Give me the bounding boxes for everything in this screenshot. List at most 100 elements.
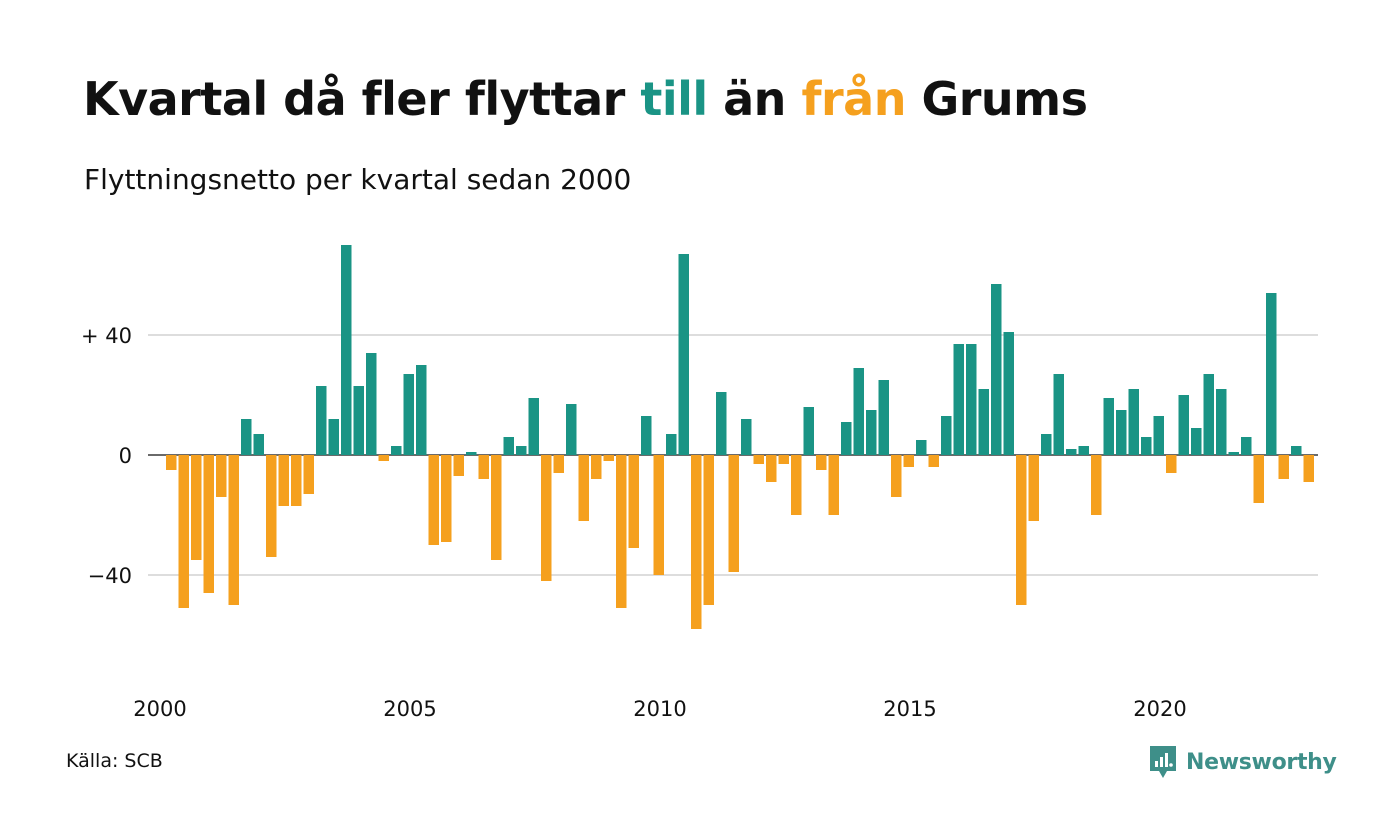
bar-quarter-62 xyxy=(928,455,939,467)
title-positive-word: till xyxy=(640,72,708,126)
bar-quarter-45 xyxy=(716,392,727,455)
bar-quarter-41 xyxy=(666,434,677,455)
bar-quarter-9 xyxy=(266,455,277,557)
bar-quarter-56 xyxy=(853,368,864,455)
bar-quarter-86 xyxy=(1228,452,1239,455)
bar-quarter-2 xyxy=(178,455,189,608)
bar-quarter-58 xyxy=(878,380,889,455)
bar-quarter-63 xyxy=(941,416,952,455)
bar-quarter-47 xyxy=(741,419,752,455)
title-suffix: Grums xyxy=(905,72,1088,126)
bar-quarter-15 xyxy=(341,245,352,455)
brand-name: Newsworthy xyxy=(1186,749,1337,775)
bar-quarter-73 xyxy=(1066,449,1077,455)
bar-quarter-10 xyxy=(278,455,289,506)
bar-quarter-76 xyxy=(1103,398,1114,455)
bar-quarter-11 xyxy=(291,455,302,506)
x-tick-label: 2000 xyxy=(133,697,186,721)
bar-quarter-26 xyxy=(478,455,489,479)
bar-quarter-78 xyxy=(1128,389,1139,455)
bar-quarter-35 xyxy=(591,455,602,479)
x-tick-label: 2020 xyxy=(1133,697,1186,721)
axes: + 40 0 −40 2000 2005 2010 2015 2020 xyxy=(81,324,1187,721)
bar-quarter-16 xyxy=(353,386,364,455)
bar-quarter-36 xyxy=(603,455,614,461)
bar-quarter-52 xyxy=(803,407,814,455)
bar-quarter-53 xyxy=(816,455,827,470)
bar-chart: + 40 0 −40 2000 2005 2010 2015 2020 xyxy=(81,245,1318,721)
y-tick-label: 0 xyxy=(119,444,132,468)
brand-logo: Newsworthy xyxy=(1148,744,1337,780)
bar-quarter-70 xyxy=(1028,455,1039,521)
bar-quarter-27 xyxy=(491,455,502,560)
bar-quarter-83 xyxy=(1191,428,1202,455)
bar-quarter-46 xyxy=(728,455,739,572)
bar-quarter-40 xyxy=(653,455,664,575)
bar-quarter-31 xyxy=(541,455,552,581)
bar-quarter-55 xyxy=(841,422,852,455)
bar-quarter-23 xyxy=(441,455,452,542)
x-tick-label: 2005 xyxy=(383,697,436,721)
bar-quarter-24 xyxy=(453,455,464,476)
bar-quarter-4 xyxy=(203,455,214,593)
bar-quarter-88 xyxy=(1253,455,1264,503)
bar-quarter-50 xyxy=(778,455,789,464)
bar-quarter-38 xyxy=(628,455,639,548)
bar-quarter-74 xyxy=(1078,446,1089,455)
y-tick-label: −40 xyxy=(88,564,132,588)
bar-quarter-66 xyxy=(978,389,989,455)
bar-quarter-14 xyxy=(328,419,339,455)
bar-quarter-43 xyxy=(691,455,702,629)
bar-quarter-12 xyxy=(303,455,314,494)
bar-quarter-72 xyxy=(1053,374,1064,455)
source-note: Källa: SCB xyxy=(66,750,163,772)
bar-quarter-48 xyxy=(753,455,764,464)
bar-quarter-25 xyxy=(466,452,477,455)
chart-title: Kvartal då fler flyttar till än från Gru… xyxy=(83,72,1088,126)
title-prefix: Kvartal då fler flyttar xyxy=(83,72,641,126)
bar-quarter-49 xyxy=(766,455,777,482)
bar-quarter-7 xyxy=(241,419,252,455)
bar-quarter-22 xyxy=(428,455,439,545)
bar-quarter-39 xyxy=(641,416,652,455)
bar-quarter-90 xyxy=(1278,455,1289,479)
bar-quarter-3 xyxy=(191,455,202,560)
bar-quarter-85 xyxy=(1216,389,1227,455)
bar-quarter-80 xyxy=(1153,416,1164,455)
bar-quarter-17 xyxy=(366,353,377,455)
bar-quarter-91 xyxy=(1291,446,1302,455)
bar-quarter-57 xyxy=(866,410,877,455)
bar-quarter-29 xyxy=(516,446,527,455)
bar-quarter-21 xyxy=(416,365,427,455)
bar-quarter-5 xyxy=(216,455,227,497)
bar-quarter-65 xyxy=(966,344,977,455)
bar-quarter-81 xyxy=(1166,455,1177,473)
bar-quarter-54 xyxy=(828,455,839,515)
bar-quarter-42 xyxy=(678,254,689,455)
bars xyxy=(166,245,1314,629)
bar-quarter-30 xyxy=(528,398,539,455)
x-tick-label: 2010 xyxy=(633,697,686,721)
bar-quarter-77 xyxy=(1116,410,1127,455)
bar-quarter-34 xyxy=(578,455,589,521)
title-negative-word: från xyxy=(801,72,906,126)
bar-quarter-44 xyxy=(703,455,714,605)
bar-quarter-28 xyxy=(503,437,514,455)
bar-quarter-71 xyxy=(1041,434,1052,455)
bar-quarter-75 xyxy=(1091,455,1102,515)
bar-quarter-79 xyxy=(1141,437,1152,455)
bar-quarter-92 xyxy=(1303,455,1314,482)
bar-quarter-51 xyxy=(791,455,802,515)
bar-quarter-89 xyxy=(1266,293,1277,455)
bar-quarter-32 xyxy=(553,455,564,473)
bar-quarter-59 xyxy=(891,455,902,497)
bar-quarter-68 xyxy=(1003,332,1014,455)
bar-quarter-82 xyxy=(1178,395,1189,455)
bar-quarter-61 xyxy=(916,440,927,455)
title-middle: än xyxy=(707,72,802,126)
bar-quarter-13 xyxy=(316,386,327,455)
bar-quarter-18 xyxy=(378,455,389,461)
bar-quarter-19 xyxy=(391,446,402,455)
newsworthy-logo-icon xyxy=(1150,746,1176,778)
bar-quarter-37 xyxy=(616,455,627,608)
